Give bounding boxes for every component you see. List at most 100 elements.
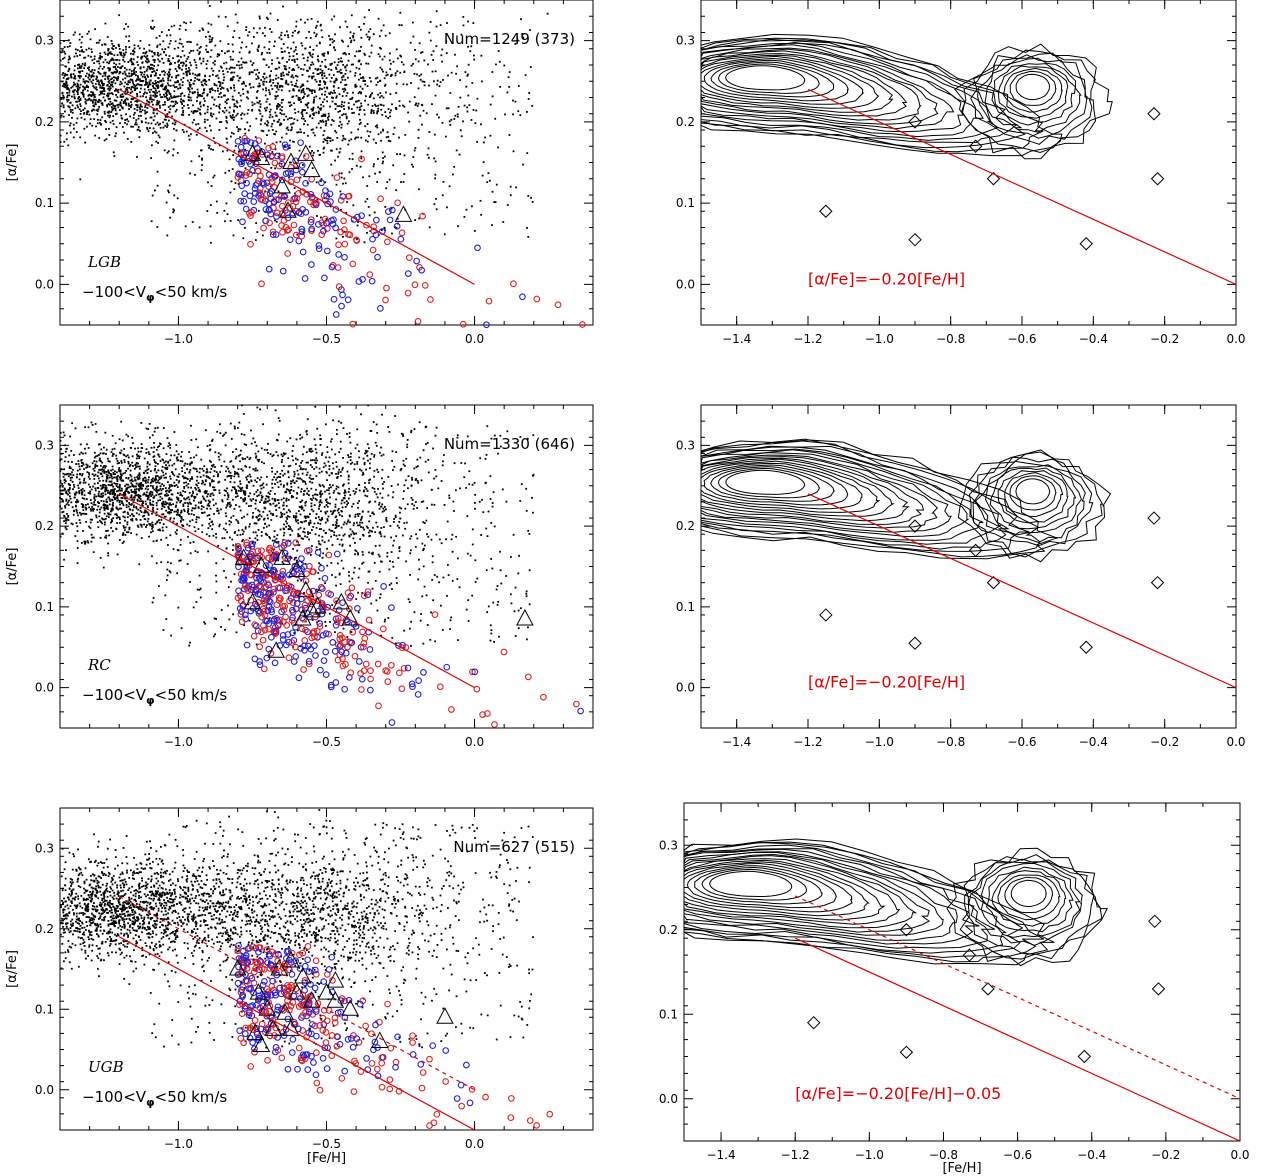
field-star-point — [319, 109, 322, 111]
field-star-point — [107, 469, 110, 472]
field-star-point — [395, 92, 398, 94]
field-star-point — [103, 470, 106, 473]
field-star-point — [139, 129, 141, 132]
field-star-point — [275, 220, 278, 223]
field-star-point — [164, 103, 166, 106]
field-star-point — [184, 502, 186, 504]
field-star-point — [319, 24, 322, 27]
field-star-point — [156, 94, 158, 97]
red-star-point — [394, 199, 401, 207]
field-star-point — [136, 499, 139, 502]
field-star-point — [140, 488, 143, 490]
field-star-point — [104, 521, 106, 524]
field-star-point — [118, 462, 120, 464]
field-star-point — [251, 64, 254, 66]
field-star-point — [244, 128, 246, 131]
red-star-point — [341, 240, 349, 248]
field-star-point — [130, 75, 133, 77]
field-star-point — [68, 45, 71, 48]
field-star-point — [225, 137, 228, 140]
field-star-point — [95, 514, 98, 517]
field-star-point — [279, 104, 281, 107]
field-star-point — [192, 72, 194, 75]
field-star-point — [188, 90, 191, 93]
field-star-point — [264, 190, 267, 193]
field-star-point — [281, 78, 284, 81]
field-star-point — [347, 107, 350, 110]
field-star-point — [517, 85, 520, 87]
field-star-point — [197, 128, 199, 131]
field-star-point — [208, 449, 211, 452]
field-star-point — [324, 139, 327, 142]
field-star-point — [342, 113, 345, 115]
field-star-point — [103, 503, 105, 506]
field-star-point — [156, 53, 159, 56]
field-star-point — [62, 115, 65, 118]
field-star-point — [346, 201, 348, 203]
field-star-point — [268, 103, 271, 106]
field-star-point — [175, 496, 178, 499]
field-star-point — [88, 98, 91, 101]
field-star-point — [262, 130, 265, 133]
field-star-point — [194, 487, 197, 489]
field-star-point — [301, 113, 304, 116]
field-star-point — [139, 495, 142, 498]
field-star-point — [134, 492, 137, 495]
field-star-point — [70, 501, 73, 504]
field-star-point — [108, 498, 111, 501]
field-star-point — [110, 78, 112, 81]
field-star-point — [471, 82, 474, 84]
field-star-point — [406, 83, 408, 86]
field-star-point — [102, 494, 105, 497]
field-star-point — [248, 50, 251, 53]
field-star-point — [308, 67, 311, 70]
field-star-point — [109, 87, 112, 90]
field-star-point — [479, 199, 482, 202]
field-star-point — [456, 115, 459, 118]
field-star-point — [66, 87, 69, 89]
field-star-point — [396, 217, 399, 220]
field-star-point — [417, 60, 420, 63]
field-star-point — [63, 468, 66, 471]
field-star-point — [209, 225, 212, 228]
field-star-point — [280, 72, 283, 75]
red-star-point — [242, 172, 250, 179]
field-star-point — [101, 487, 104, 490]
field-star-point — [169, 489, 172, 492]
field-star-point — [150, 478, 153, 481]
field-star-point — [61, 92, 64, 95]
field-star-point — [188, 501, 191, 504]
field-star-point — [99, 73, 102, 75]
blue-star-point — [281, 193, 289, 200]
field-star-point — [470, 45, 473, 48]
blue-star-point — [297, 139, 304, 147]
field-star-point — [179, 38, 182, 41]
field-star-point — [73, 496, 76, 499]
field-star-point — [436, 79, 439, 82]
field-star-point — [111, 477, 114, 480]
field-star-point — [64, 526, 67, 529]
field-star-point — [374, 77, 377, 80]
field-star-point — [339, 190, 342, 193]
field-star-point — [180, 517, 183, 520]
field-star-point — [81, 503, 84, 506]
field-star-point — [181, 128, 184, 131]
field-star-point — [414, 147, 417, 149]
field-star-point — [175, 450, 178, 453]
field-star-point — [197, 516, 200, 519]
field-star-point — [60, 448, 63, 451]
field-star-point — [155, 481, 158, 484]
field-star-point — [211, 96, 214, 99]
field-star-point — [345, 117, 348, 120]
field-star-point — [128, 528, 131, 531]
field-star-point — [84, 542, 87, 545]
field-star-point — [381, 113, 384, 116]
field-star-point — [114, 76, 117, 79]
field-star-point — [170, 484, 173, 486]
field-star-point — [145, 452, 148, 454]
field-star-point — [60, 493, 63, 496]
field-star-point — [186, 70, 189, 73]
blue-star-point — [273, 213, 280, 220]
field-star-point — [176, 197, 179, 200]
field-star-point — [277, 155, 280, 158]
